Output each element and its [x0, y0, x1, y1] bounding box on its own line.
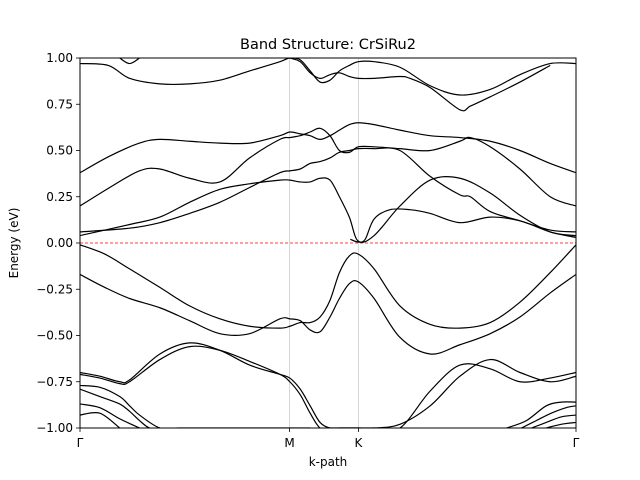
kpoint-divider-lines	[289, 58, 359, 428]
band-line-16	[506, 401, 576, 428]
y-tick-label: 0.75	[46, 97, 73, 111]
y-tick-label: −1.00	[36, 421, 73, 435]
band-line-3	[80, 122, 576, 174]
x-tick-label: M	[284, 436, 294, 450]
band-line-5	[80, 147, 576, 233]
x-tick-label: K	[355, 436, 364, 450]
band-line-14	[80, 403, 140, 428]
band-line-19	[546, 421, 576, 428]
band-line-18	[531, 414, 576, 428]
band-line-1	[80, 58, 576, 96]
y-tick-label: −0.75	[36, 375, 73, 389]
y-tick-label: 0.25	[46, 190, 73, 204]
band-line-13	[80, 388, 160, 428]
chart-title: Band Structure: CrSiRu2	[240, 37, 416, 53]
band-lines	[80, 58, 576, 428]
band-line-6	[80, 176, 576, 244]
x-tick-label: Γ	[573, 436, 580, 450]
band-line-2	[289, 58, 551, 112]
y-tick-label: 0.00	[46, 236, 73, 250]
y-tick-label: 1.00	[46, 51, 73, 65]
band-line-8	[80, 244, 576, 329]
y-tick-label: −0.50	[36, 329, 73, 343]
band-line-11	[80, 345, 576, 428]
band-line-4	[80, 127, 576, 207]
x-tick-label: Γ	[77, 436, 84, 450]
y-axis-title: Energy (eV)	[7, 208, 21, 279]
band-line-10	[80, 342, 576, 428]
band-line-20	[119, 58, 140, 65]
band-line-9	[80, 273, 576, 355]
y-tick-label: −0.25	[36, 282, 73, 296]
band-line-15	[80, 411, 121, 428]
band-line-12	[80, 384, 311, 428]
band-line-7	[350, 208, 576, 243]
y-axis-ticks: −1.00 −0.75 −0.50 −0.25 0.00 0.25 0.50 0.75 1.00	[36, 51, 80, 435]
x-axis-title: k-path	[309, 455, 348, 469]
band-line-17	[521, 405, 576, 428]
y-tick-label: 0.50	[46, 144, 73, 158]
